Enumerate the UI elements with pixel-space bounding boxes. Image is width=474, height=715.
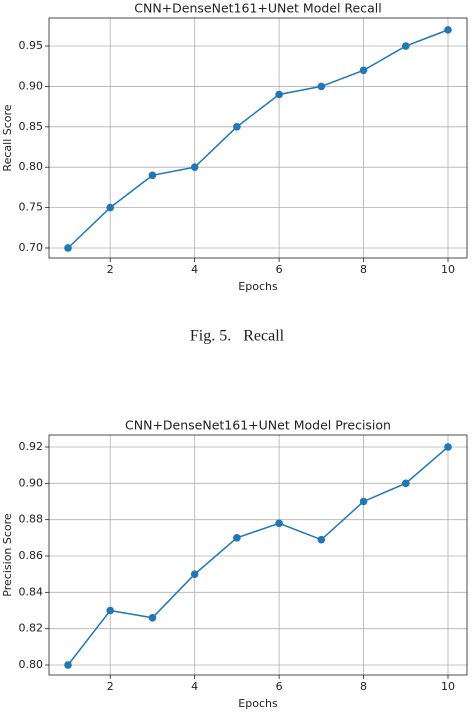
series-line: [67, 29, 449, 249]
data-point: [275, 519, 283, 528]
y-tick-label: 0.86: [19, 549, 44, 562]
y-tick-label: 0.88: [19, 513, 44, 526]
data-point: [317, 82, 326, 91]
x-tick-label: 6: [276, 263, 283, 276]
y-tick-label: 0.90: [19, 79, 44, 92]
x-tick-label: 2: [107, 680, 114, 693]
y-tick-label: 0.84: [19, 585, 44, 598]
data-point: [64, 244, 72, 252]
data-point: [233, 534, 241, 542]
data-point: [106, 606, 115, 615]
data-point: [233, 123, 241, 131]
y-tick-label: 0.95: [19, 39, 44, 52]
y-tick-label: 0.75: [19, 201, 44, 214]
plot-frame: [48, 17, 468, 259]
data-point: [444, 26, 452, 34]
series-line: [67, 446, 449, 666]
data-point: [148, 613, 157, 622]
y-tick-label: 0.92: [19, 440, 44, 453]
x-tick-label: 8: [360, 680, 367, 693]
x-tick-label: 4: [191, 680, 198, 693]
x-axis-label: Epochs: [238, 697, 278, 710]
y-axis-label: Precision Score: [1, 513, 14, 597]
y-tick-label: 0.80: [19, 658, 44, 671]
plot-frame: [48, 434, 468, 676]
data-point: [148, 171, 157, 180]
x-axis-label: Epochs: [238, 280, 278, 293]
data-point: [64, 661, 72, 669]
y-tick-label: 0.85: [19, 120, 44, 133]
y-tick-label: 0.80: [19, 160, 44, 173]
data-point: [106, 203, 115, 212]
data-point: [359, 66, 368, 75]
y-tick-label: 0.90: [19, 476, 44, 489]
chart-title: CNN+DenseNet161+UNet Model Precision: [125, 418, 391, 433]
data-point: [401, 479, 410, 488]
y-tick-label: 0.70: [19, 241, 44, 254]
chart-title: CNN+DenseNet161+UNet Model Recall: [134, 1, 381, 16]
figure-caption: Fig. 5. Recall: [190, 328, 285, 345]
x-tick-label: 4: [191, 263, 198, 276]
data-point: [359, 497, 368, 506]
data-point: [190, 163, 199, 172]
data-point: [317, 535, 326, 544]
data-point: [190, 570, 199, 578]
x-tick-label: 8: [360, 263, 367, 276]
data-point: [401, 42, 410, 50]
x-tick-label: 2: [107, 263, 114, 276]
x-tick-label: 10: [441, 680, 455, 693]
data-point: [275, 90, 283, 99]
y-tick-label: 0.82: [19, 622, 44, 635]
x-tick-label: 6: [276, 680, 283, 693]
x-tick-label: 10: [441, 263, 455, 276]
data-point: [444, 443, 452, 451]
y-axis-label: Recall Score: [1, 104, 14, 171]
